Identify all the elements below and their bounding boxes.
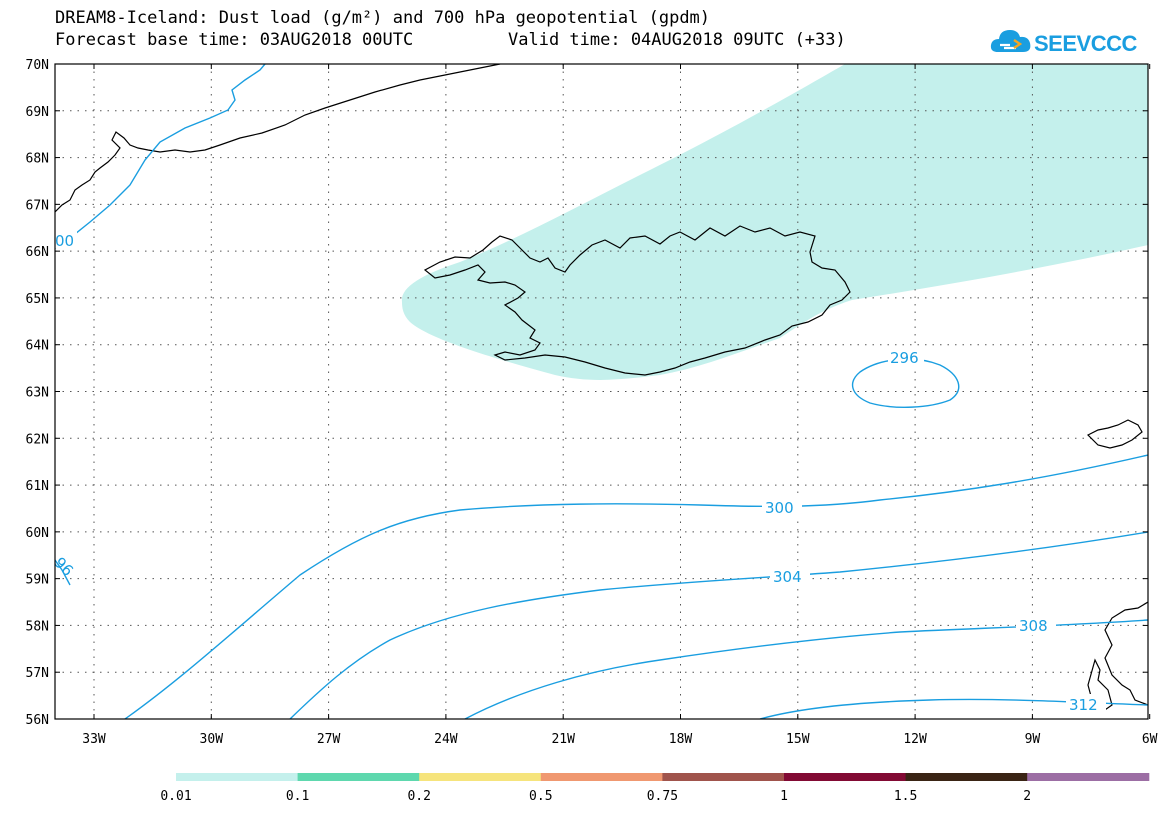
- lon-label: 24W: [434, 732, 458, 747]
- lon-label: 6W: [1142, 732, 1158, 747]
- lon-label: 15W: [786, 732, 810, 747]
- faroe-islands-coast: [1086, 419, 1143, 449]
- contour-label-312: 312: [1069, 696, 1098, 714]
- lat-label: 61N: [26, 479, 49, 494]
- lat-label: 58N: [26, 619, 49, 634]
- lon-label: 27W: [317, 732, 341, 747]
- contour-300-nw: [55, 64, 266, 249]
- dust-load-area: [401, 64, 1148, 380]
- latitude-labels: 70N 69N 68N 67N 66N 65N 64N 63N 62N 61N 60N 59N 58N 5…: [26, 58, 49, 728]
- longitude-labels: 33W 30W 27W 24W 21W 18W 15W 12W 9W 6W: [82, 732, 1157, 747]
- hebrides-coast: [1087, 658, 1113, 713]
- contour-label-296: 296: [890, 349, 919, 367]
- contour-label-300: 300: [765, 499, 794, 517]
- contour-label-304: 304: [773, 568, 802, 586]
- lat-label: 57N: [26, 666, 49, 681]
- lat-label: 65N: [26, 292, 49, 307]
- lat-label: 60N: [26, 526, 49, 541]
- lon-label: 21W: [551, 732, 575, 747]
- lat-label: 68N: [26, 152, 49, 167]
- seevccc-logo: SEEVCCC: [990, 30, 1138, 56]
- contour-label-308: 308: [1019, 617, 1048, 635]
- contour-296-nw: [55, 559, 71, 586]
- greenland-coast: [55, 64, 501, 213]
- lat-label: 66N: [26, 245, 49, 260]
- cloud-icon: [990, 30, 1031, 52]
- lon-label: 9W: [1025, 732, 1041, 747]
- lon-label: 12W: [903, 732, 927, 747]
- logo-text: SEEVCCC: [1034, 31, 1137, 56]
- lat-label: 64N: [26, 339, 49, 354]
- lon-label: 30W: [200, 732, 224, 747]
- iceland-coast: [423, 225, 851, 376]
- coastlines: [55, 64, 1148, 713]
- contour-300: [124, 454, 1148, 719]
- lat-label: 62N: [26, 432, 49, 447]
- lon-label: 18W: [669, 732, 693, 747]
- lat-label: 67N: [26, 198, 49, 213]
- lat-label: 69N: [26, 105, 49, 120]
- lat-label: 59N: [26, 573, 49, 588]
- lat-label: 70N: [26, 58, 49, 73]
- geopotential-contours: [55, 64, 1148, 719]
- valid-time: Valid time: 04AUG2018 09UTC (+33): [508, 30, 846, 50]
- scotland-coast: [1104, 601, 1148, 706]
- contour-label-300-edge: 00: [55, 232, 74, 250]
- forecast-base-time: Forecast base time: 03AUG2018 00UTC: [55, 30, 414, 50]
- lat-label: 63N: [26, 386, 49, 401]
- map-title: DREAM8-Iceland: Dust load (g/m²) and 700…: [55, 8, 711, 28]
- axis-ticks: [55, 63, 1151, 720]
- lon-label: 33W: [82, 732, 106, 747]
- contour-304: [289, 531, 1148, 719]
- lat-label: 56N: [26, 713, 49, 728]
